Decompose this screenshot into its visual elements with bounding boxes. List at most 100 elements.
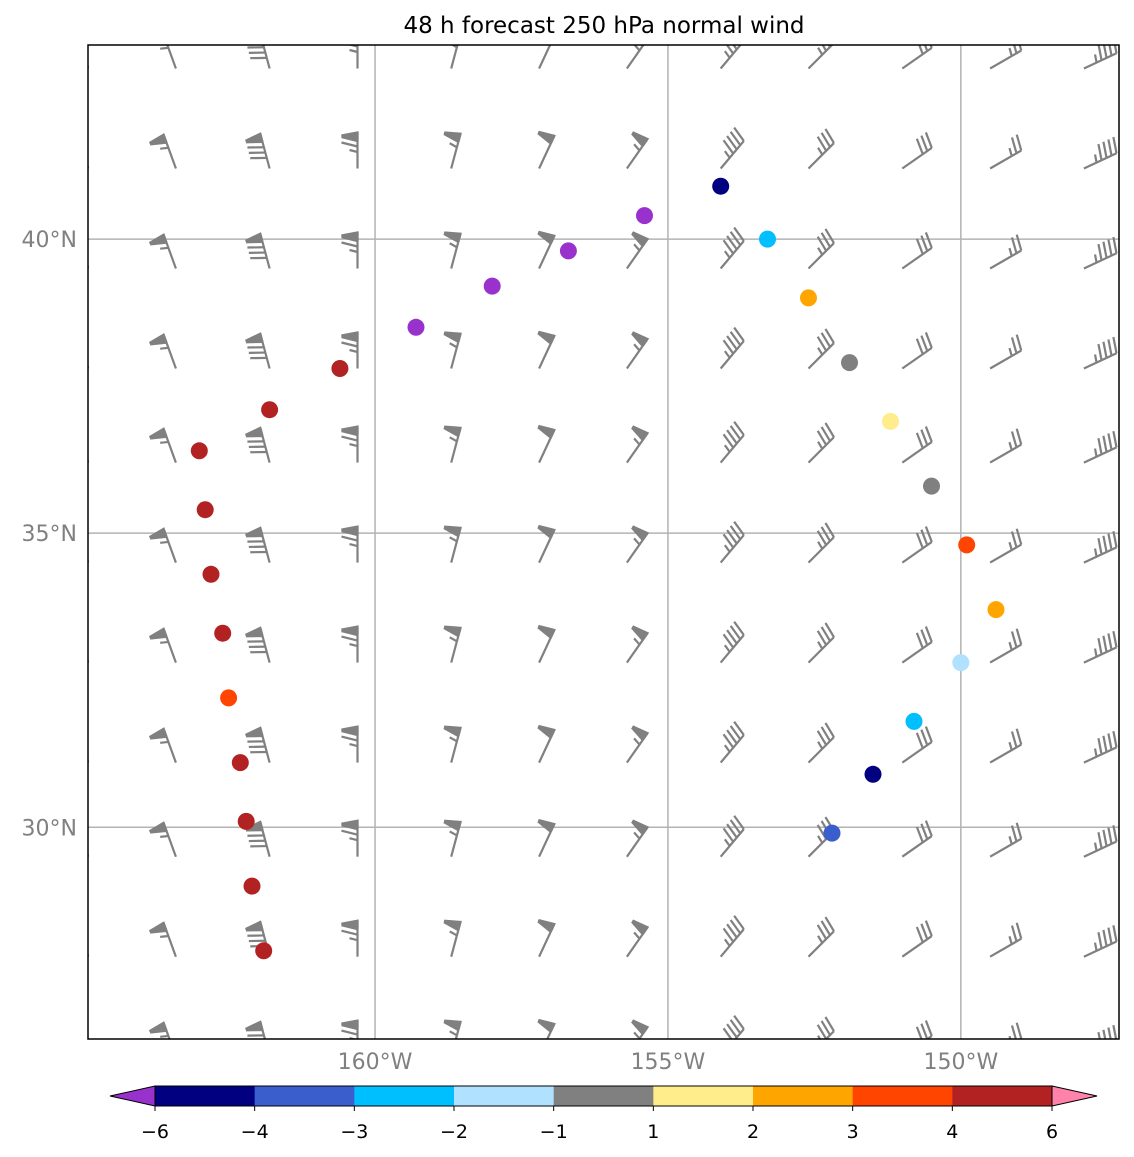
trajectory-point	[202, 565, 220, 583]
trajectory-point	[243, 877, 261, 895]
wind-barb	[88, 921, 90, 957]
trajectory-point	[636, 207, 653, 225]
lon-label: 160°W	[338, 1050, 413, 1075]
wind-barb	[719, 226, 745, 270]
wind-barb	[443, 725, 462, 763]
lat-label: 35°N	[22, 522, 77, 547]
wind-barb	[88, 1020, 90, 1039]
wind-barb	[625, 525, 650, 564]
wind-barb	[901, 820, 933, 858]
trajectory-point	[220, 689, 238, 707]
wind-barb	[625, 331, 650, 370]
wind-barb	[443, 1019, 462, 1039]
wind-barb	[625, 425, 650, 464]
wind-barb	[245, 232, 271, 269]
colorbar-segment	[852, 1086, 953, 1106]
wind-barb	[719, 421, 745, 464]
wind-barb	[149, 727, 177, 763]
wind-barb	[807, 45, 835, 70]
colorbar-outline	[154, 1085, 1053, 1107]
wind-barb	[245, 132, 271, 169]
wind-barb	[719, 721, 745, 764]
wind-barb	[443, 819, 462, 857]
wind-barb	[901, 132, 933, 170]
wind-barb	[341, 331, 359, 369]
wind-barb	[537, 524, 556, 564]
wind-barb	[443, 525, 462, 563]
wind-barb	[989, 822, 1023, 858]
wind-barb	[1083, 730, 1118, 764]
wind-barb	[807, 522, 835, 564]
trajectory-point	[800, 289, 817, 307]
wind-barb	[901, 626, 933, 664]
wind-barb	[537, 330, 556, 369]
wind-barb	[537, 624, 556, 664]
wind-barb	[901, 232, 933, 270]
wind-barb	[149, 133, 177, 169]
longitude-labels: 160°W 155°W 150°W	[338, 1050, 999, 1075]
wind-barb	[88, 726, 90, 763]
trajectory-point	[231, 754, 249, 772]
wind-barb	[625, 1019, 650, 1039]
wind-barb	[149, 427, 177, 463]
wind-barb	[719, 126, 745, 170]
colorbar-segment	[454, 1086, 555, 1106]
trajectory-point	[864, 765, 882, 783]
wind-barb	[341, 725, 359, 763]
wind-barb	[989, 528, 1023, 564]
wind-barb	[341, 525, 359, 563]
wind-barb	[537, 130, 556, 169]
wind-barb	[807, 722, 835, 764]
trajectory-point	[841, 354, 858, 372]
wind-barb	[537, 918, 556, 958]
wind-barb	[989, 428, 1023, 464]
colorbar-tick-label: −1	[540, 1121, 568, 1143]
wind-barb	[537, 1018, 556, 1039]
trajectory-point	[237, 812, 255, 830]
wind-barb	[537, 724, 556, 764]
trajectory-point	[196, 501, 214, 519]
colorbar-tick-label: 2	[747, 1121, 759, 1143]
colorbar-under-extension	[109, 1085, 156, 1107]
wind-barb	[719, 521, 745, 564]
wind-barb	[88, 626, 90, 663]
wind-barb	[149, 527, 177, 563]
wind-barb	[537, 424, 556, 464]
wind-barb	[1083, 925, 1118, 958]
colorbar-tick-label: −3	[340, 1121, 368, 1143]
wind-barb	[989, 922, 1023, 958]
wind-barb	[1083, 530, 1118, 564]
wind-barb	[341, 425, 359, 463]
wind-barb	[807, 916, 835, 958]
latitude-labels: 40°N 35°N 30°N	[22, 228, 77, 841]
wind-barb	[989, 628, 1023, 664]
wind-barb	[88, 45, 90, 69]
wind-barb	[537, 230, 556, 269]
wind-barb	[901, 526, 933, 564]
lon-label: 150°W	[923, 1050, 998, 1075]
wind-barb	[245, 726, 271, 763]
trajectory-point	[190, 442, 208, 460]
lat-label: 30°N	[22, 816, 77, 841]
wind-barb	[341, 131, 359, 169]
wind-barb	[719, 621, 745, 664]
wind-barb	[989, 334, 1023, 370]
wind-barb	[245, 1020, 271, 1039]
wind-barb	[901, 726, 933, 764]
wind-barb	[443, 919, 462, 957]
wind-barb	[149, 233, 177, 269]
trajectory-point	[958, 536, 976, 554]
wind-barb	[443, 231, 462, 269]
wind-barbs-layer	[88, 45, 1118, 1039]
wind-barb	[245, 426, 271, 463]
wind-barb	[245, 626, 271, 663]
lat-label: 40°N	[22, 228, 77, 253]
trajectory-point	[214, 624, 232, 642]
colorbar-segment	[952, 1086, 1053, 1106]
wind-barb	[538, 45, 556, 69]
wind-barb	[719, 1015, 745, 1039]
wind-barb	[443, 131, 462, 169]
trajectory-point	[261, 401, 279, 419]
trajectory-point	[483, 277, 501, 295]
